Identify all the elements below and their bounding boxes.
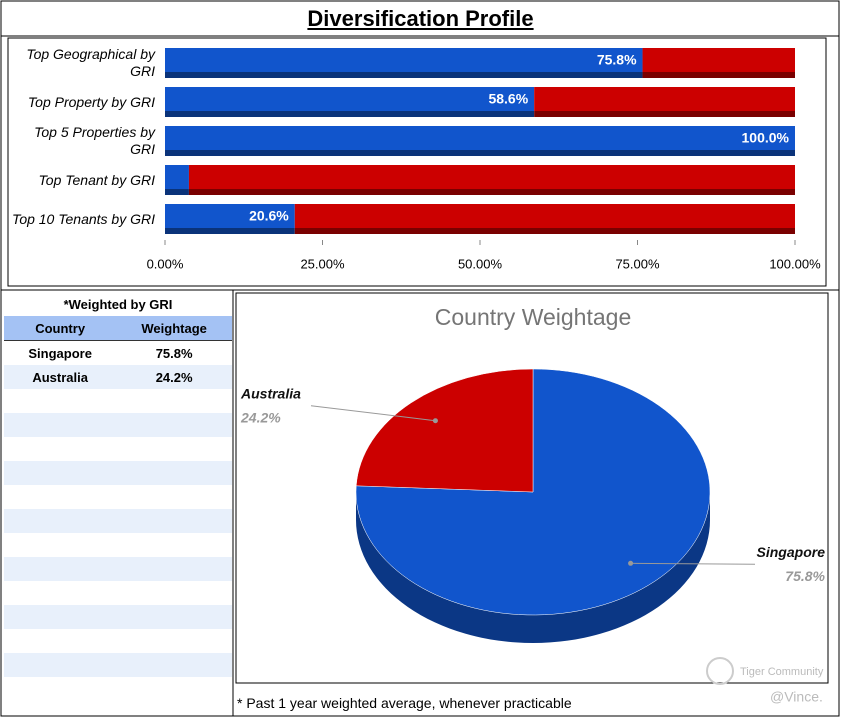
empty-row xyxy=(4,629,232,653)
data-label: 58.6% xyxy=(488,91,528,107)
table-cell: 75.8% xyxy=(155,345,193,361)
empty-cell xyxy=(4,581,116,605)
empty-cell xyxy=(4,605,117,629)
bar-segment xyxy=(165,87,535,117)
leader-line xyxy=(630,562,756,565)
slice-value: 24.2% xyxy=(240,409,281,425)
empty-cell xyxy=(116,533,232,557)
empty-row xyxy=(4,389,232,413)
chart-title: Country Weightage xyxy=(435,304,631,330)
watermark: Tiger Community xyxy=(740,666,824,678)
column-header: Country xyxy=(4,316,117,341)
empty-cell xyxy=(4,437,116,461)
y-tick-label: Top 5 Properties by GRI xyxy=(34,124,155,157)
empty-cell xyxy=(116,413,232,437)
empty-row xyxy=(4,653,232,677)
leader-dot xyxy=(628,560,634,566)
data-label: 100.0% xyxy=(742,130,790,146)
table-row: Australia 24.2% xyxy=(4,365,232,389)
empty-cell xyxy=(116,653,232,677)
empty-cell xyxy=(4,653,117,677)
bar-segment xyxy=(188,165,795,195)
slice xyxy=(355,368,534,493)
data-label: 75.8% xyxy=(597,52,637,68)
empty-row xyxy=(4,413,232,437)
column-header: Weightage xyxy=(116,316,232,341)
slice xyxy=(355,368,711,616)
bar-segment xyxy=(165,126,795,156)
empty-row xyxy=(4,485,232,509)
footnote: * Past 1 year weighted average, whenever… xyxy=(237,695,572,711)
pie-panel xyxy=(235,292,829,684)
empty-row xyxy=(4,581,232,605)
watermark: @Vince. xyxy=(770,689,823,705)
x-tick-label: 0.00% xyxy=(147,256,184,271)
empty-row xyxy=(4,461,232,485)
table-row: Singapore 75.8% xyxy=(4,341,232,366)
empty-cell xyxy=(116,629,232,653)
bar-panel xyxy=(7,37,827,287)
table-cell: Australia xyxy=(4,365,117,389)
y-tick-label: Top Tenant by GRI xyxy=(38,171,155,188)
empty-cell xyxy=(4,461,117,485)
empty-cell xyxy=(116,581,232,605)
x-tick-label: 50.00% xyxy=(458,256,503,271)
x-tick-label: 100.00% xyxy=(769,256,821,271)
watermark-logo xyxy=(706,657,734,685)
y-tick-label: Top Property by GRI xyxy=(27,93,155,110)
empty-cell xyxy=(4,629,116,653)
empty-row xyxy=(4,509,232,533)
empty-cell xyxy=(4,485,116,509)
empty-row xyxy=(4,557,232,581)
y-tick-label: Top 10 Tenants by GRI xyxy=(12,210,155,227)
bar-segment xyxy=(534,87,795,117)
empty-cell xyxy=(116,509,232,533)
bar-segment xyxy=(642,48,795,78)
slice-side xyxy=(356,492,710,643)
y-tick-label: Top Geographical by GRI xyxy=(26,46,155,79)
empty-cell xyxy=(4,413,117,437)
empty-cell xyxy=(116,389,232,413)
empty-cell xyxy=(116,557,232,581)
leader-line xyxy=(310,405,436,422)
bar-segment xyxy=(165,165,189,195)
weight-table: *Weighted by GRI Country Weightage Singap… xyxy=(4,294,232,677)
table-cell: 24.2% xyxy=(116,365,232,389)
bar-segment xyxy=(165,48,643,78)
leader-dot xyxy=(432,418,438,424)
empty-cell xyxy=(116,461,232,485)
empty-cell xyxy=(4,557,117,581)
table-cell: Singapore xyxy=(28,345,92,361)
table-caption: *Weighted by GRI xyxy=(63,297,173,312)
data-label: 20.6% xyxy=(249,208,289,224)
empty-cell xyxy=(116,437,232,461)
empty-row xyxy=(4,533,232,557)
bar-segment xyxy=(294,204,795,234)
empty-row xyxy=(4,605,232,629)
empty-cell xyxy=(4,389,116,413)
slice-label: Singapore xyxy=(757,544,826,560)
empty-cell xyxy=(4,533,116,557)
bar-segment xyxy=(165,204,295,234)
empty-cell xyxy=(116,605,232,629)
slice-label: Australia xyxy=(240,385,301,401)
slice-value: 75.8% xyxy=(785,568,825,584)
x-tick-label: 25.00% xyxy=(300,256,345,271)
empty-row xyxy=(4,437,232,461)
page-title: Diversification Profile xyxy=(307,6,534,31)
empty-cell xyxy=(116,485,232,509)
x-tick-label: 75.00% xyxy=(615,256,660,271)
empty-cell xyxy=(4,509,117,533)
